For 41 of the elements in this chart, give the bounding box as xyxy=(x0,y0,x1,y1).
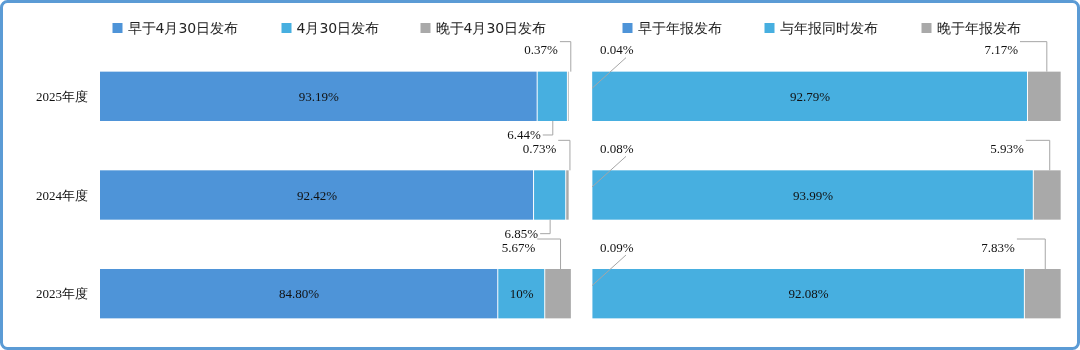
data-label: 84.80% xyxy=(279,286,320,302)
bar xyxy=(566,170,569,220)
data-label: 5.67% xyxy=(501,239,536,255)
legend-label: 4月30日发布 xyxy=(296,20,380,36)
legend-label: 晚于年报发布 xyxy=(936,20,1021,36)
bar xyxy=(592,71,1027,121)
legend-label: 早于4月30日发布 xyxy=(127,20,239,36)
y-tick-label: 2023年度 xyxy=(36,286,88,302)
legend-label: 晚于4月30日发布 xyxy=(435,20,547,36)
data-label: 0.08% xyxy=(600,140,634,156)
data-label: 0.09% xyxy=(600,239,634,255)
y-tick-label: 2025年度 xyxy=(36,88,88,104)
bar xyxy=(1033,170,1061,220)
y-tick-label: 2024年度 xyxy=(36,187,88,203)
bar xyxy=(100,170,534,220)
bar xyxy=(498,269,545,319)
data-label: 0.73% xyxy=(522,140,557,156)
data-label: 6.44% xyxy=(507,127,541,143)
data-label: 5.93% xyxy=(990,140,1024,156)
data-label: 93.19% xyxy=(298,88,340,104)
bar xyxy=(592,269,1024,319)
data-label: 7.17% xyxy=(984,42,1019,58)
bar xyxy=(100,71,537,121)
data-label: 92.08% xyxy=(788,286,829,302)
legend-label: 与年报同时发布 xyxy=(779,20,878,36)
bar xyxy=(537,71,567,121)
bar xyxy=(100,269,498,319)
data-label: 0.04% xyxy=(600,42,634,58)
bar xyxy=(1024,269,1061,319)
data-label: 93.99% xyxy=(793,187,834,203)
bar xyxy=(1027,71,1061,121)
bar xyxy=(534,170,566,220)
data-label: 7.83% xyxy=(981,239,1016,255)
data-label: 6.85% xyxy=(504,226,539,242)
data-label: 92.79% xyxy=(790,88,831,104)
bar xyxy=(592,170,1033,220)
bar xyxy=(545,269,571,319)
data-label: 92.42% xyxy=(296,187,338,203)
legend-label: 早于年报发布 xyxy=(637,20,722,36)
data-label: 10% xyxy=(509,286,534,302)
data-label: 0.37% xyxy=(524,42,559,58)
